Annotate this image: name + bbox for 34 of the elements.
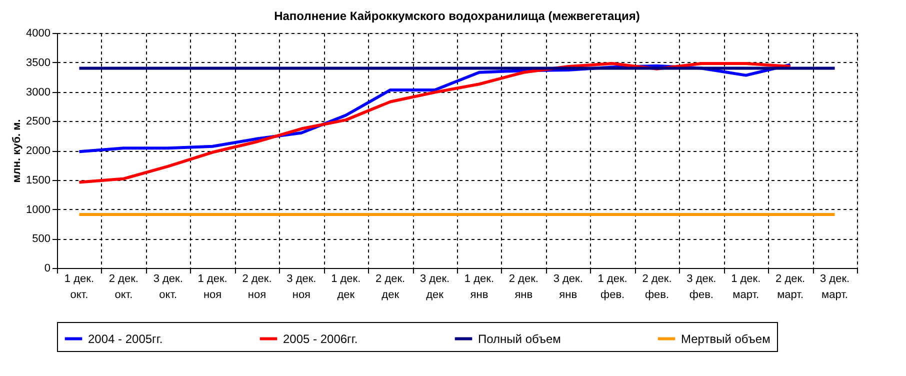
- y-tick-label: 3000: [26, 86, 50, 98]
- chart-title: Наполнение Кайроккумского водохранилища (межвегетация): [274, 9, 640, 23]
- x-tick-label: 3 дек. фев.: [686, 273, 716, 301]
- y-tick-label: 4000: [26, 28, 50, 40]
- x-tick-label: 2 дек. фев.: [642, 273, 672, 301]
- x-tick-label: 2 дек. окт.: [108, 273, 138, 301]
- line-series: [78, 62, 792, 184]
- x-tick-label: 1 дек. ноя: [198, 273, 228, 301]
- y-tick-label: 500: [32, 233, 50, 246]
- x-tick-label: 2 дек. дек: [376, 273, 406, 301]
- legend-label: Мертвый объем: [681, 332, 770, 346]
- x-tick-label: 3 дек. янв: [553, 273, 583, 301]
- x-tick-label: 2 дек. ноя: [242, 273, 272, 301]
- x-tick-label: 1 дек. дек: [331, 273, 361, 301]
- legend-label: 2005 - 2006гг.: [283, 332, 358, 346]
- x-tick-label: 3 дек. ноя: [286, 273, 316, 301]
- x-tick-label: 3 дек. окт.: [153, 273, 183, 301]
- x-tick-label: 2 дек. янв: [508, 273, 538, 301]
- x-tick-label: 1 дек. фев.: [598, 273, 628, 301]
- x-tick-label: 2 дек. март.: [776, 273, 806, 301]
- legend-label: Полный объем: [478, 332, 561, 346]
- y-tick-label: 2000: [26, 145, 50, 157]
- x-tick-label: 3 дек. дек: [420, 273, 450, 301]
- x-tick-label: 1 дек. март.: [731, 273, 761, 301]
- y-tick-label: 2500: [26, 116, 50, 128]
- y-tick-label: 0: [44, 262, 50, 274]
- legend-label: 2004 - 2005гг.: [88, 332, 163, 346]
- x-tick-label: 1 дек. янв: [464, 273, 494, 301]
- y-axis-title: млн. куб. м.: [11, 119, 24, 183]
- x-tick-label: 1 дек. окт.: [64, 273, 94, 301]
- y-tick-label: 3500: [26, 56, 50, 69]
- y-tick-label: 1500: [26, 174, 50, 186]
- y-tick-label: 1000: [26, 204, 50, 216]
- x-tick-label: 3 дек. март.: [820, 273, 850, 301]
